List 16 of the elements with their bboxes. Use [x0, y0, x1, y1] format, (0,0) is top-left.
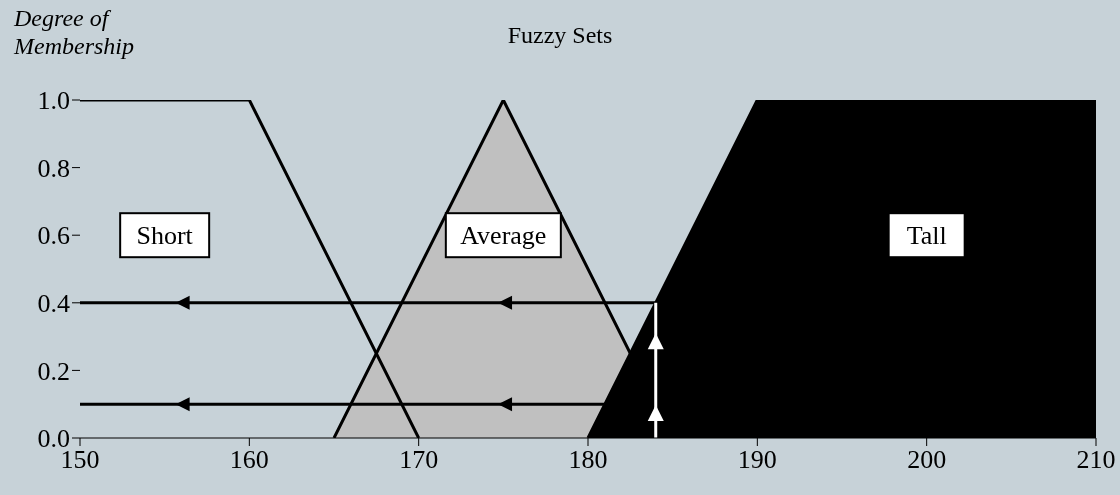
- x-tick-label: 160: [229, 445, 269, 475]
- x-tick-label: 210: [1076, 445, 1116, 475]
- y-tick-label: 1.0: [37, 86, 70, 116]
- x-tick-label: 180: [568, 445, 608, 475]
- legend-label: Short: [136, 221, 194, 251]
- x-tick-label: 190: [737, 445, 777, 475]
- series-label: Tall: [906, 221, 947, 251]
- series-label: Average: [460, 221, 547, 251]
- x-tick-label: 200: [907, 445, 947, 475]
- chart-title: Fuzzy Sets: [507, 22, 613, 48]
- y-tick-label: 0.4: [37, 289, 70, 319]
- x-tick-label: 170: [399, 445, 439, 475]
- y-tick-label: 0.2: [37, 356, 70, 386]
- y-tick-label: 0.6: [37, 221, 70, 251]
- y-axis-title: Degree of Membership: [14, 4, 135, 60]
- y-tick-label: 0.8: [37, 153, 70, 183]
